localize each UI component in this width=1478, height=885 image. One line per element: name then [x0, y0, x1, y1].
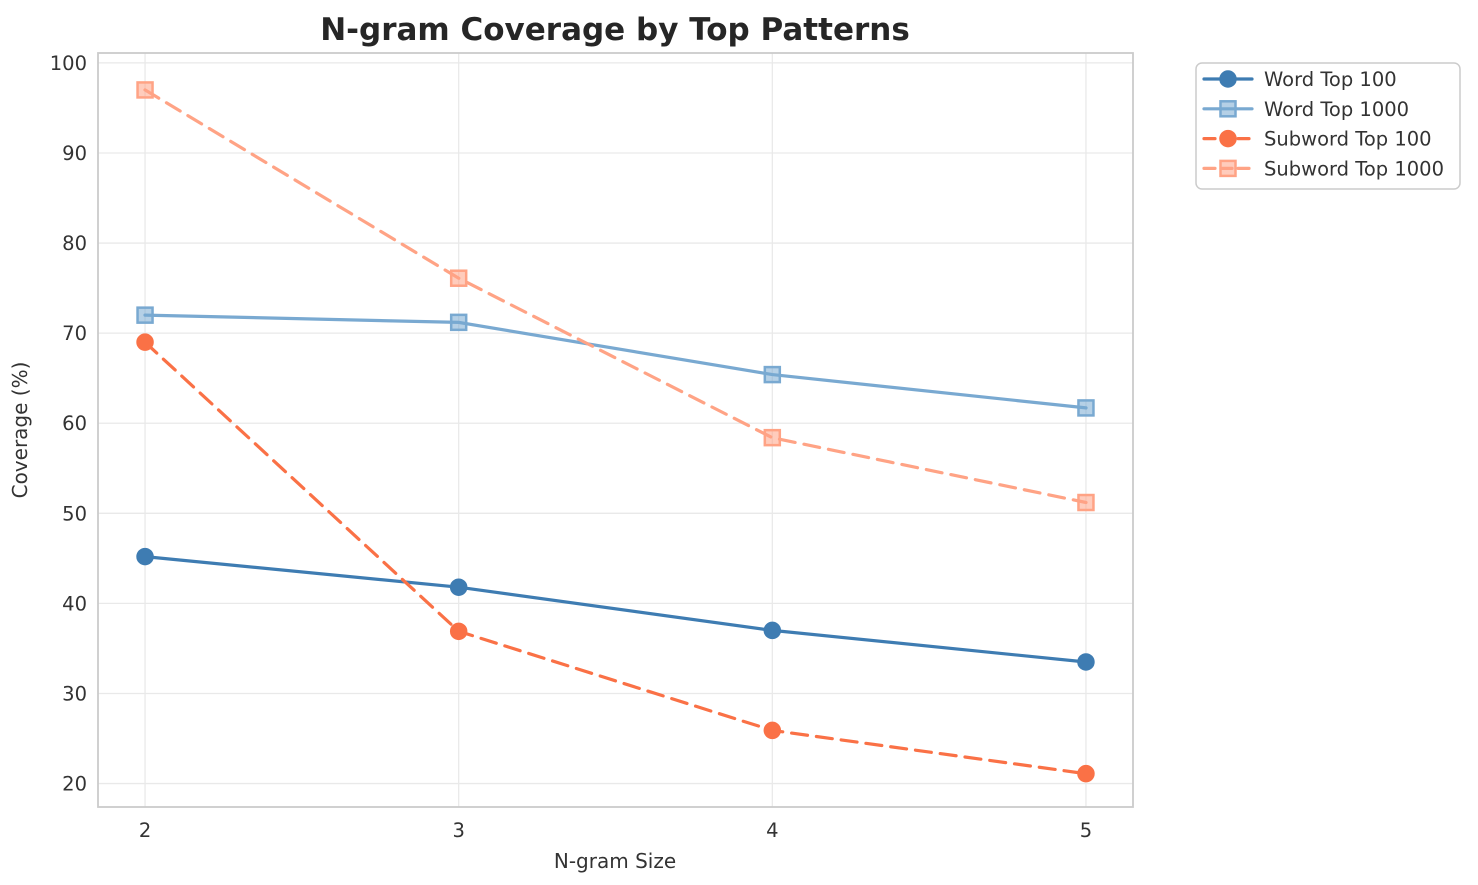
legend-sample-circle-marker [1219, 70, 1237, 88]
series-line [143, 340, 1088, 776]
y-tick-label: 90 [62, 142, 87, 165]
series-word-top-100 [136, 547, 1095, 671]
data-point-square-marker [136, 81, 154, 99]
x-tick-label: 3 [452, 819, 464, 842]
y-tick-label: 60 [62, 412, 87, 435]
data-point-square-marker [763, 428, 782, 447]
legend-sample-circle-marker [1219, 129, 1237, 148]
data-point-square-marker [1077, 493, 1095, 512]
data-point-circle-marker [449, 578, 468, 596]
data-point-circle-marker [1077, 653, 1095, 671]
y-tick-label: 50 [62, 502, 87, 525]
series [136, 81, 1095, 783]
y-tick-label: 20 [62, 773, 87, 796]
y-tick-label: 40 [62, 592, 87, 615]
legend-label: Subword Top 100 [1264, 128, 1432, 151]
data-point-square-marker [1077, 399, 1095, 417]
x-tick-label: 5 [1080, 819, 1092, 842]
x-tick-label: 4 [766, 819, 778, 842]
y-tick-label: 100 [50, 52, 87, 75]
data-point-square-marker [449, 269, 468, 287]
series-line [143, 313, 1088, 410]
x-tick-label: 2 [139, 819, 151, 842]
data-point-circle-marker [763, 621, 782, 640]
data-point-circle-marker [136, 333, 154, 351]
x-tick-labels: 2 3 4 5 [139, 819, 1092, 842]
series-line [143, 555, 1088, 664]
x-axis-label: N-gram Size [554, 849, 676, 873]
chart-title: N-gram Coverage by Top Patterns [320, 12, 910, 48]
series-word-top-1000 [136, 306, 1095, 417]
series-subword-top-1000 [136, 81, 1095, 512]
y-tick-labels: 20 30 40 50 60 70 80 90 100 [50, 52, 87, 796]
data-point-square-marker [449, 313, 468, 332]
data-point-circle-marker [763, 721, 782, 740]
y-tick-label: 30 [62, 682, 87, 705]
data-point-square-marker [763, 365, 782, 384]
gridlines [98, 53, 1133, 807]
legend-sample-square-marker [1219, 159, 1237, 178]
data-point-circle-marker [1077, 764, 1095, 783]
legend-sample-square-marker [1219, 100, 1237, 118]
legend-label: Word Top 1000 [1264, 98, 1409, 121]
legend-label: Word Top 100 [1264, 68, 1397, 91]
y-tick-label: 80 [62, 232, 87, 255]
legend: Word Top 100 Word Top 1000 Subword Top 100… [1195, 62, 1461, 190]
series-subword-top-100 [136, 333, 1095, 783]
data-point-circle-marker [136, 547, 154, 566]
plot-border [97, 52, 1134, 808]
data-point-circle-marker [449, 622, 468, 641]
data-point-square-marker [136, 306, 154, 324]
legend-box [1195, 62, 1461, 190]
legend-label: Subword Top 1000 [1264, 157, 1444, 180]
y-axis-label: Coverage (%) [8, 362, 32, 499]
series-line [143, 88, 1088, 505]
y-tick-label: 70 [62, 322, 87, 345]
